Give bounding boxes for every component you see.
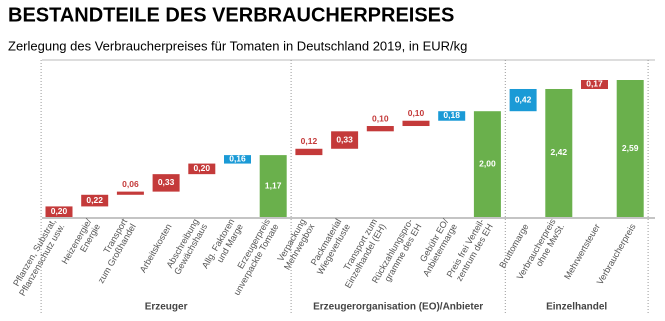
bar (188, 163, 216, 175)
bar (473, 111, 501, 217)
bar (81, 194, 109, 207)
bar (224, 155, 251, 164)
group-label: Einzelhandel (546, 302, 607, 313)
bar (295, 148, 323, 156)
category-label: Mehrwertsteuer (562, 222, 602, 281)
value-label: 0,33 (336, 134, 353, 144)
category-label: Verbraucherpreis (595, 222, 638, 287)
category-label: Pflanzen, Substrat,Pflanzenschutz usw. (9, 217, 67, 298)
value-label: 2,59 (622, 143, 639, 153)
bar (45, 206, 73, 217)
value-label: 0,22 (86, 195, 103, 205)
bar (545, 88, 573, 217)
bar (259, 155, 287, 217)
value-label: 0,42 (515, 94, 532, 104)
chart-subtitle: Zerlegung des Verbraucherpreises für Tom… (8, 38, 467, 53)
value-label: 0,10 (372, 113, 389, 123)
group-label: Erzeugerorganisation (EO)/Anbieter (313, 302, 483, 313)
category-label: Heizenergie/Energie (60, 217, 103, 271)
bar (152, 174, 180, 192)
value-label: 0,12 (301, 136, 318, 146)
value-label: 2,00 (479, 158, 496, 168)
bar (402, 120, 430, 127)
value-label: 0,20 (51, 206, 68, 216)
value-label: 2,42 (551, 147, 568, 157)
bar (116, 191, 144, 195)
bar (331, 131, 359, 149)
value-label: 0,18 (443, 110, 460, 120)
value-label: 0,06 (122, 179, 139, 189)
bar (366, 126, 394, 132)
group-label: Erzeuger (145, 302, 188, 313)
value-label: 0,17 (586, 79, 603, 89)
value-label: 1,17 (265, 180, 282, 190)
bar (581, 80, 608, 89)
bar (616, 80, 644, 217)
chart-title: BESTANDTEILE DES VERBRAUCHERPREISES (8, 4, 454, 26)
value-label: 0,20 (194, 163, 211, 173)
value-label: 0,33 (158, 177, 175, 187)
value-label: 0,10 (408, 108, 425, 118)
value-label: 0,16 (229, 154, 246, 164)
bar (509, 88, 537, 112)
bar (438, 111, 466, 121)
